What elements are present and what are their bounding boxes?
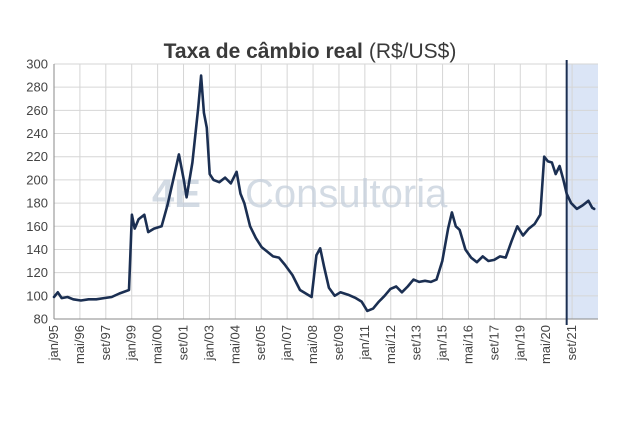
x-tick-label: mai/20 <box>538 325 553 364</box>
watermark-logo: 4E <box>152 172 201 216</box>
chart-title-unit: (R$/US$) <box>369 40 457 63</box>
x-tick-label: mai/04 <box>227 325 242 364</box>
x-tick-label: set/09 <box>331 325 346 360</box>
x-tick-label: mai/08 <box>305 325 320 364</box>
y-tick-label: 180 <box>26 196 48 211</box>
x-tick-label: mai/16 <box>460 325 475 364</box>
y-tick-label: 160 <box>26 219 48 234</box>
y-axis: 80 100 120 140 160 180 200 220 240 260 280 300 <box>26 57 598 327</box>
x-tick-label: set/01 <box>176 325 191 360</box>
x-tick-label: jan/95 <box>46 325 61 361</box>
x-tick-label: jan/03 <box>201 325 216 361</box>
x-tick-label: jan/19 <box>512 325 527 361</box>
y-tick-label: 200 <box>26 172 48 187</box>
x-tick-label: set/97 <box>98 325 113 360</box>
x-axis: jan/95 mai/96 set/97 jan/99 mai/00 set/01 jan/… <box>46 325 579 364</box>
chart-title: Taxa de câmbio real (R$/US$) <box>164 40 457 63</box>
y-tick-label: 280 <box>26 80 48 95</box>
x-tick-label: mai/96 <box>72 325 87 364</box>
x-tick-label: set/17 <box>486 325 501 360</box>
y-tick-label: 220 <box>26 149 48 164</box>
x-tick-label: set/05 <box>253 325 268 360</box>
x-tick-label: set/21 <box>564 325 579 360</box>
watermark: 4E Consultoria <box>152 172 448 216</box>
x-tick-label: jan/15 <box>435 325 450 361</box>
series-line <box>52 74 596 313</box>
y-tick-label: 240 <box>26 126 48 141</box>
x-tick-label: jan/99 <box>124 325 139 361</box>
x-tick-label: jan/11 <box>357 325 372 360</box>
forecast-band <box>566 64 598 319</box>
chart-title-main: Taxa de câmbio real <box>164 40 363 63</box>
y-tick-label: 100 <box>26 288 48 303</box>
y-tick-label: 80 <box>34 312 48 327</box>
watermark-text: Consultoria <box>245 172 448 216</box>
x-tick-label: set/13 <box>409 325 424 360</box>
y-tick-label: 260 <box>26 103 48 118</box>
y-tick-label: 300 <box>26 57 48 72</box>
y-tick-label: 120 <box>26 265 48 280</box>
x-tick-label: mai/12 <box>383 325 398 364</box>
x-tick-label: jan/07 <box>279 325 294 361</box>
x-tick-label: mai/00 <box>150 325 165 364</box>
y-tick-label: 140 <box>26 242 48 257</box>
